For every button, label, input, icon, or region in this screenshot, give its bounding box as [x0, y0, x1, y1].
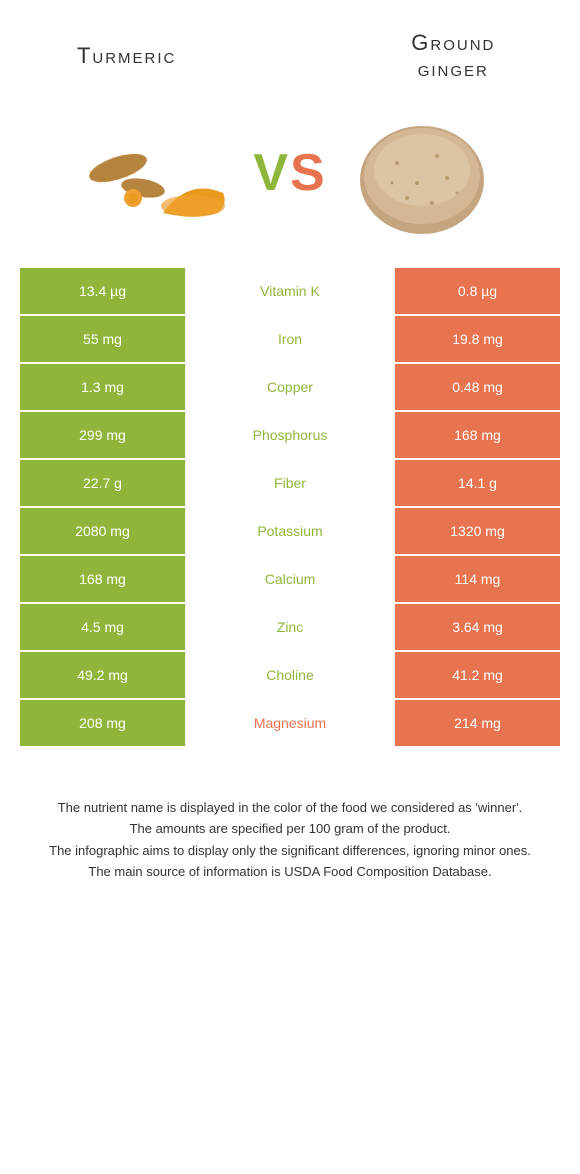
right-value-cell: 41.2 mg	[395, 652, 560, 698]
left-value-cell: 208 mg	[20, 700, 185, 746]
right-value-cell: 214 mg	[395, 700, 560, 746]
table-row: 49.2 mgCholine41.2 mg	[20, 652, 560, 700]
ginger-image	[347, 108, 497, 238]
header-row: Turmeric Ground ginger	[0, 0, 580, 98]
nutrient-name-cell: Copper	[185, 364, 395, 410]
right-value-cell: 19.8 mg	[395, 316, 560, 362]
table-row: 22.7 gFiber14.1 g	[20, 460, 560, 508]
nutrient-comparison-table: 13.4 µgVitamin K0.8 µg55 mgIron19.8 mg1.…	[20, 268, 560, 748]
right-value-cell: 14.1 g	[395, 460, 560, 506]
right-value-cell: 0.8 µg	[395, 268, 560, 314]
infographic-container: Turmeric Ground ginger VS	[0, 0, 580, 944]
left-value-cell: 55 mg	[20, 316, 185, 362]
left-value-cell: 1.3 mg	[20, 364, 185, 410]
footer-notes: The nutrient name is displayed in the co…	[0, 748, 580, 944]
right-value-cell: 3.64 mg	[395, 604, 560, 650]
turmeric-image	[83, 108, 233, 238]
table-row: 55 mgIron19.8 mg	[20, 316, 560, 364]
left-value-cell: 4.5 mg	[20, 604, 185, 650]
nutrient-name-cell: Magnesium	[185, 700, 395, 746]
table-row: 2080 mgPotassium1320 mg	[20, 508, 560, 556]
vs-label: VS	[253, 143, 326, 203]
nutrient-name-cell: Iron	[185, 316, 395, 362]
left-value-cell: 22.7 g	[20, 460, 185, 506]
left-value-cell: 13.4 µg	[20, 268, 185, 314]
nutrient-name-cell: Vitamin K	[185, 268, 395, 314]
footer-line-4: The main source of information is USDA F…	[30, 862, 550, 882]
table-row: 208 mgMagnesium214 mg	[20, 700, 560, 748]
table-row: 4.5 mgZinc3.64 mg	[20, 604, 560, 652]
footer-line-1: The nutrient name is displayed in the co…	[30, 798, 550, 818]
left-value-cell: 168 mg	[20, 556, 185, 602]
right-value-cell: 168 mg	[395, 412, 560, 458]
nutrient-name-cell: Phosphorus	[185, 412, 395, 458]
table-row: 13.4 µgVitamin K0.8 µg	[20, 268, 560, 316]
table-row: 168 mgCalcium114 mg	[20, 556, 560, 604]
left-value-cell: 299 mg	[20, 412, 185, 458]
table-row: 1.3 mgCopper0.48 mg	[20, 364, 560, 412]
right-value-cell: 0.48 mg	[395, 364, 560, 410]
left-value-cell: 2080 mg	[20, 508, 185, 554]
nutrient-name-cell: Fiber	[185, 460, 395, 506]
right-value-cell: 1320 mg	[395, 508, 560, 554]
nutrient-name-cell: Zinc	[185, 604, 395, 650]
left-value-cell: 49.2 mg	[20, 652, 185, 698]
left-food-title: Turmeric	[45, 43, 208, 69]
table-row: 299 mgPhosphorus168 mg	[20, 412, 560, 460]
images-row: VS	[0, 98, 580, 268]
footer-line-2: The amounts are specified per 100 gram o…	[30, 819, 550, 839]
right-value-cell: 114 mg	[395, 556, 560, 602]
nutrient-name-cell: Calcium	[185, 556, 395, 602]
footer-line-3: The infographic aims to display only the…	[30, 841, 550, 861]
nutrient-name-cell: Potassium	[185, 508, 395, 554]
right-food-title: Ground ginger	[372, 30, 535, 83]
nutrient-name-cell: Choline	[185, 652, 395, 698]
